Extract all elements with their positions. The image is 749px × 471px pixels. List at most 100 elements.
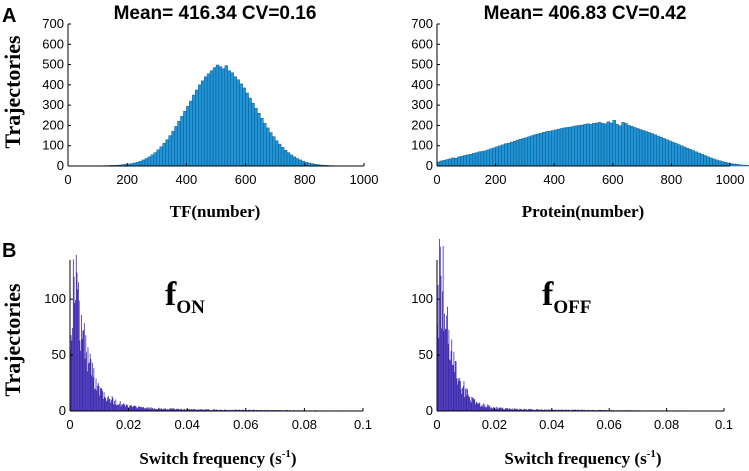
x-tick-label: 0 <box>64 172 71 187</box>
histogram-bar <box>178 408 180 411</box>
histogram-bar <box>242 409 244 411</box>
histogram-bar <box>243 409 245 411</box>
histogram-bar <box>90 359 92 411</box>
histogram-bar <box>465 395 467 411</box>
histogram-bar <box>198 409 200 411</box>
y-tick-label: 100 <box>44 291 66 306</box>
histogram-bar <box>576 409 578 411</box>
histogram-bar <box>165 139 169 167</box>
histogram-bar <box>562 127 567 167</box>
x-tick-label: 0 <box>433 172 440 187</box>
y-tick-label: 700 <box>411 16 433 31</box>
histogram-bar <box>171 408 173 411</box>
histogram-bar <box>463 155 467 167</box>
histogram-bar <box>103 392 105 411</box>
histogram-bar <box>633 127 637 167</box>
histogram-bar <box>492 408 494 411</box>
histogram-bar <box>457 156 461 167</box>
histogram-bar <box>186 105 190 167</box>
histogram-bar <box>505 408 506 411</box>
histogram-bar <box>474 152 479 167</box>
histogram-bar <box>709 157 713 167</box>
histogram-bar <box>516 408 518 411</box>
histogram-bar <box>135 407 137 411</box>
histogram-bar <box>102 391 104 411</box>
y-tick-label: 0 <box>426 403 433 418</box>
y-tick-label: 600 <box>42 36 64 51</box>
histogram-bar <box>201 409 202 411</box>
histogram-bar <box>599 409 601 411</box>
histogram-bar <box>464 388 466 411</box>
histogram-bar <box>471 153 476 167</box>
histogram-bar <box>630 126 634 167</box>
histogram-bar <box>530 135 534 167</box>
histogram-bar <box>146 407 148 411</box>
histogram-bar <box>536 409 538 411</box>
histogram-bar <box>181 408 183 411</box>
histogram-bar <box>723 162 728 167</box>
histogram-bar <box>538 409 539 411</box>
histogram-bar <box>553 409 555 411</box>
histogram-bar <box>161 408 163 411</box>
histogram-bar <box>168 409 170 411</box>
histogram-bar <box>624 123 628 167</box>
histogram-bar <box>442 160 446 167</box>
histogram-bar <box>289 154 294 167</box>
histogram-bar <box>193 409 195 411</box>
histogram-bar <box>592 123 596 167</box>
histogram-bar <box>256 409 257 411</box>
histogram-bar <box>111 400 112 411</box>
histogram-bar <box>266 127 270 167</box>
histogram-bar <box>531 409 533 411</box>
histogram-bar <box>149 407 151 411</box>
histogram-bar <box>527 136 531 167</box>
histogram-bar <box>177 121 181 167</box>
histogram-bar <box>601 409 603 411</box>
histogram-bar <box>75 254 77 411</box>
histogram-bar <box>571 409 572 411</box>
histogram-bar <box>218 66 223 167</box>
y-tick-label: 400 <box>42 77 64 92</box>
histogram-bar <box>571 409 573 411</box>
histogram-bar <box>102 398 104 411</box>
histogram-bar <box>584 409 585 411</box>
histogram-bar <box>162 143 166 167</box>
histogram-bar <box>150 154 155 167</box>
histogram-bar <box>457 377 459 411</box>
histogram-bar <box>140 406 142 411</box>
histogram-bar <box>492 407 494 411</box>
histogram-bar <box>575 409 577 411</box>
histogram-bar <box>261 409 262 411</box>
histogram-bar <box>272 136 276 167</box>
histogram-bar <box>237 409 239 411</box>
histogram-bar <box>479 402 481 411</box>
histogram-bar <box>201 409 203 411</box>
histogram-bar <box>239 83 243 167</box>
y-tick-label: 100 <box>411 291 433 306</box>
histogram-bar <box>192 409 194 411</box>
histogram-bar <box>741 164 745 167</box>
histogram-bar <box>600 123 605 167</box>
histogram-bar <box>138 406 139 411</box>
histogram-bar <box>510 141 514 167</box>
histogram-bar <box>472 397 473 411</box>
histogram-bar <box>192 94 196 167</box>
histogram-bar <box>159 146 163 167</box>
histogram-bar <box>80 350 82 411</box>
x-tick-label: 0.1 <box>354 417 372 432</box>
histogram-bar <box>184 408 186 411</box>
histogram-bar <box>120 406 122 411</box>
histogram-bar <box>547 409 549 411</box>
histogram-bar <box>491 408 493 411</box>
histogram-bar <box>89 353 91 411</box>
histogram-bar <box>206 409 208 411</box>
histogram-bar <box>195 409 197 411</box>
histogram-bar <box>172 408 174 411</box>
histogram-bar <box>618 125 622 167</box>
histogram-bar <box>498 407 500 411</box>
histogram-bar <box>636 128 640 167</box>
histogram-bar <box>519 408 521 411</box>
histogram-bar <box>76 272 78 411</box>
histogram-bar <box>508 409 509 411</box>
histogram-bar <box>505 408 507 411</box>
